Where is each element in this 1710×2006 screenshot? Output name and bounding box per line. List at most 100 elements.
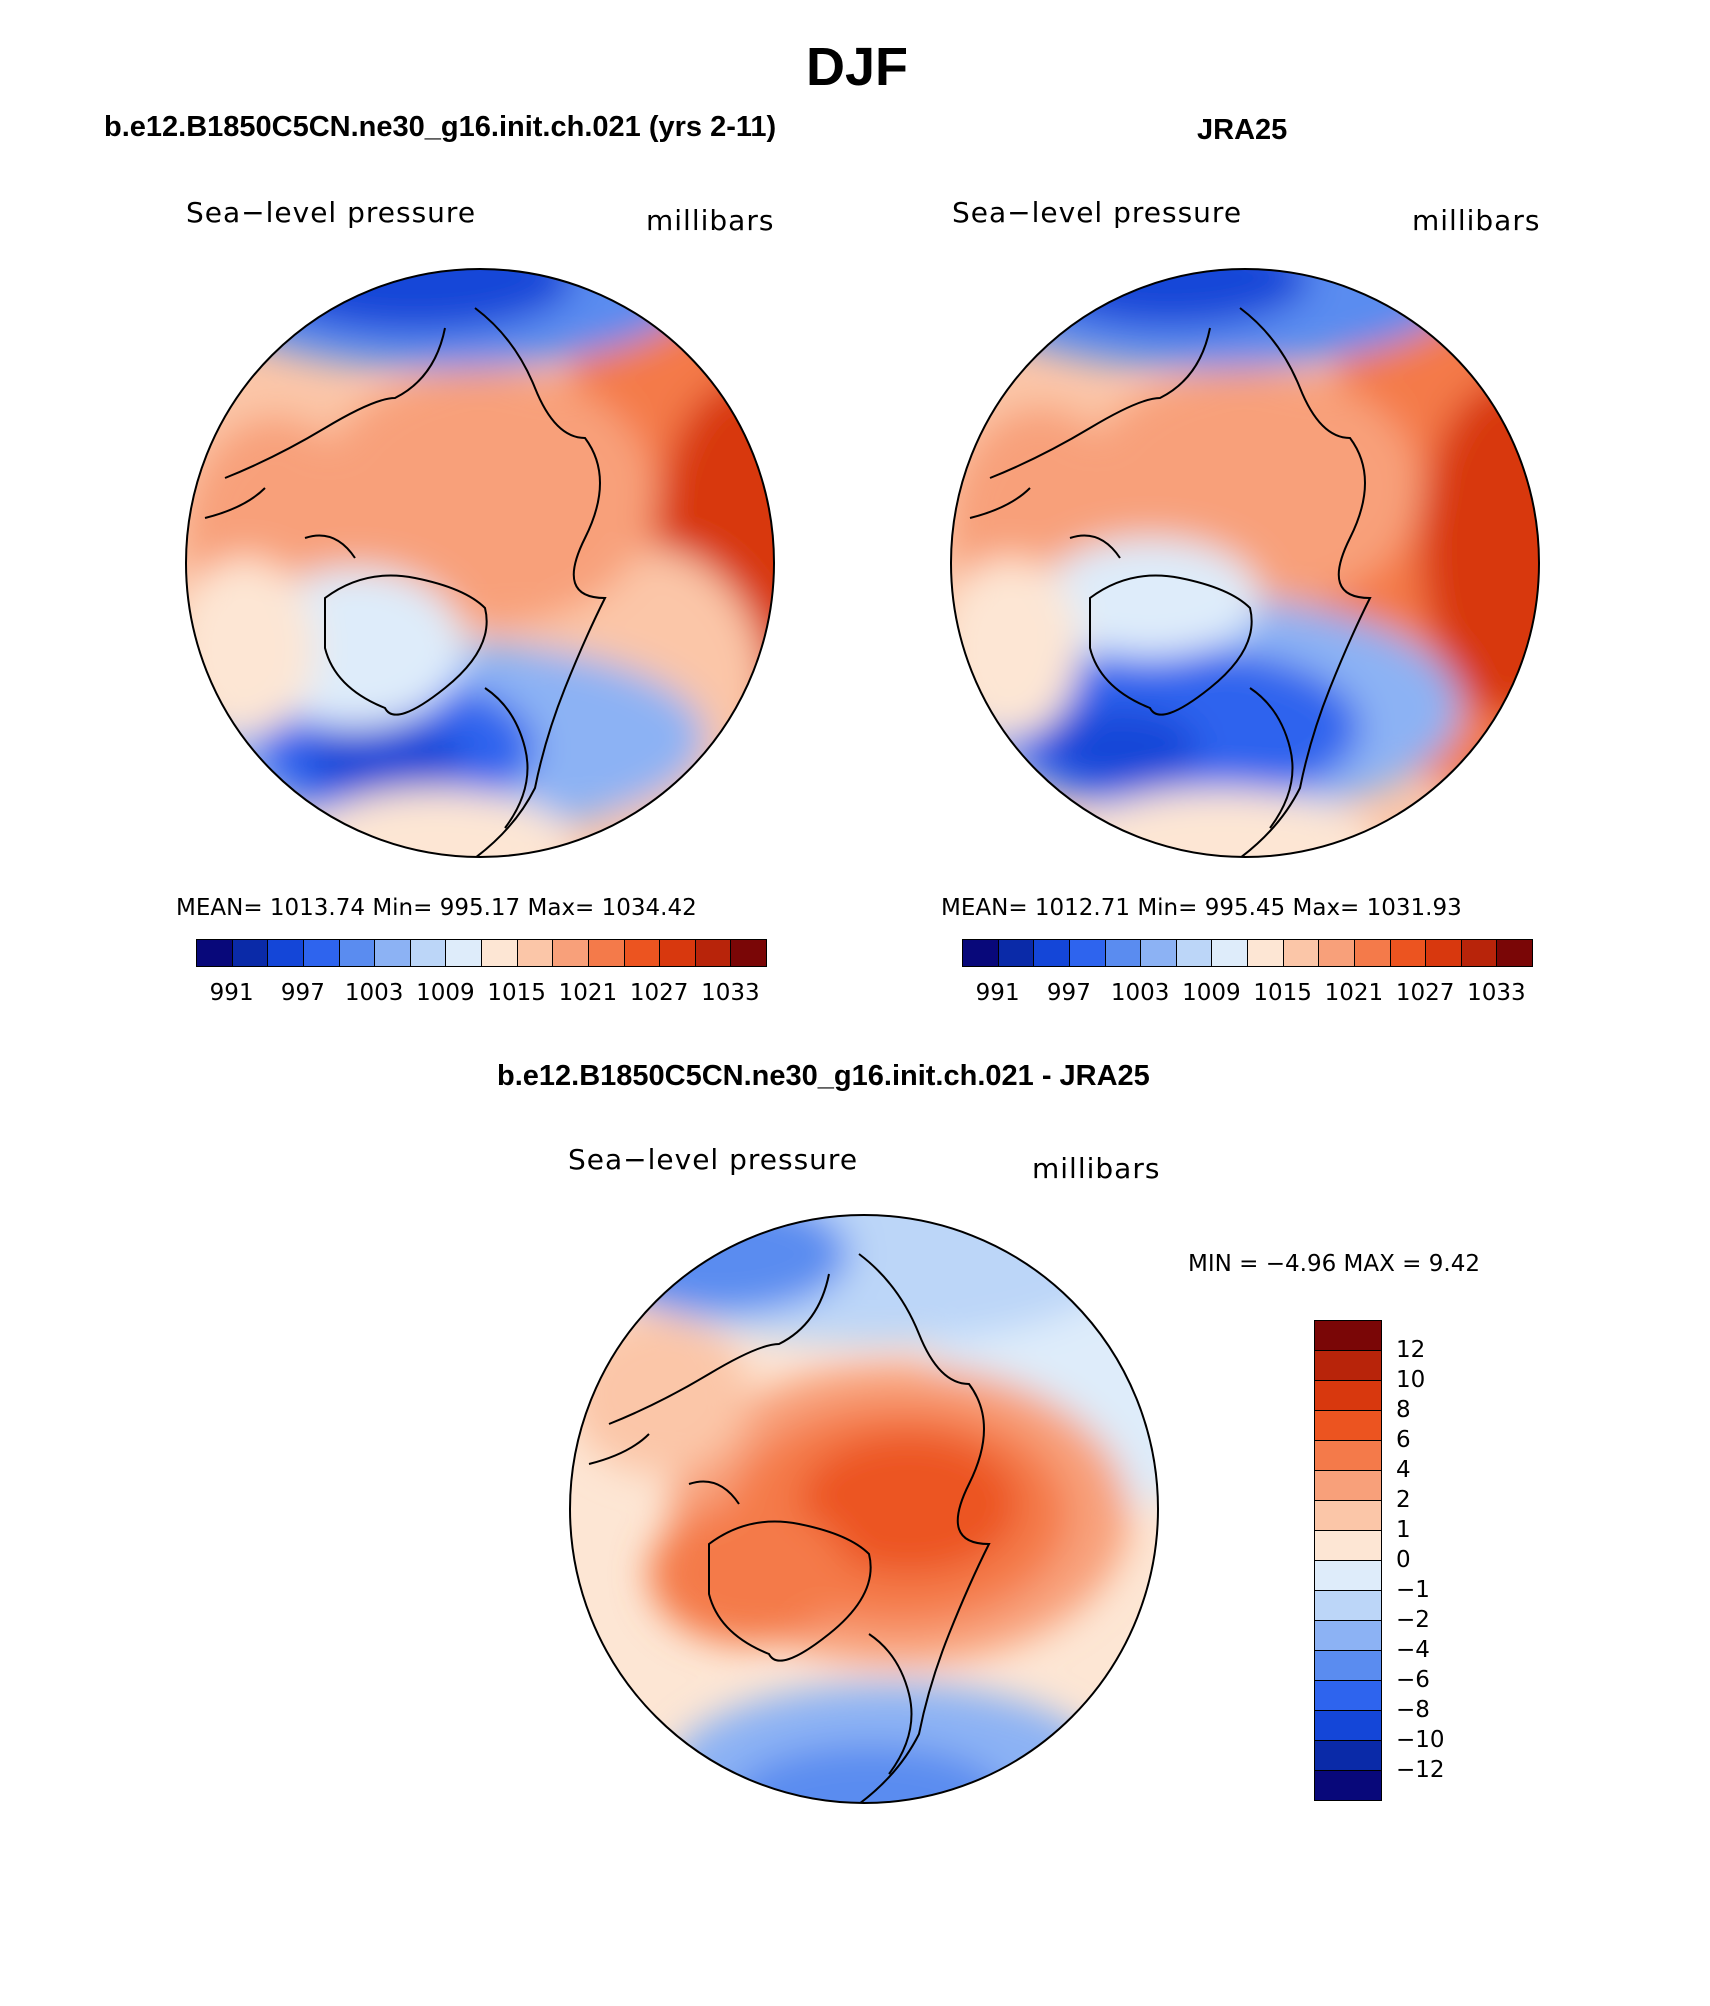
colorbar-cell [1314, 1320, 1382, 1351]
colorbar-tick-label: 2 [1396, 1487, 1411, 1513]
colorbar-cell [1033, 939, 1070, 967]
colorbar-cell [1140, 939, 1177, 967]
panel1-map [185, 268, 775, 858]
colorbar-cell [267, 939, 304, 967]
colorbar-tick-label: 1021 [558, 980, 618, 1006]
colorbar-cell [1104, 939, 1142, 967]
panel1-field-blob [305, 718, 465, 798]
colorbar-cell [1314, 1470, 1382, 1501]
colorbar-cell [552, 939, 589, 967]
colorbar-cell [962, 939, 999, 967]
colorbar-tick-label: −2 [1396, 1607, 1430, 1633]
colorbar-cell [1314, 1530, 1382, 1561]
panel2-field-blob [1040, 538, 1260, 658]
colorbar-tick-label: 1015 [1253, 980, 1312, 1006]
panel3-coastline [588, 1253, 991, 1803]
panel2-coastline [969, 307, 1372, 857]
panel2-variable-label: Sea−level pressure [952, 196, 1243, 229]
colorbar-cell [1460, 939, 1498, 967]
colorbar-cell [1314, 1410, 1382, 1441]
colorbar-tick-label: 1003 [1110, 980, 1170, 1006]
panel2-colorbar [962, 939, 1533, 967]
panel3-field-blob [729, 1744, 1009, 1803]
panel3-map [569, 1214, 1159, 1804]
colorbar-cell [1282, 939, 1320, 967]
colorbar-cell [730, 939, 767, 967]
colorbar-tick-label: 997 [280, 980, 325, 1006]
panel3-variable-label: Sea−level pressure [568, 1143, 859, 1176]
panel1-field-blob [186, 558, 315, 738]
panel1-stats: MEAN= 1013.74 Min= 995.17 Max= 1034.42 [176, 895, 697, 921]
colorbar-cell [516, 939, 554, 967]
colorbar-cell [196, 939, 233, 967]
colorbar-cell [231, 939, 269, 967]
colorbar-tick-label: 1009 [416, 980, 475, 1006]
colorbar-cell [1314, 1590, 1382, 1621]
colorbar-tick-label: 1003 [344, 980, 404, 1006]
panel1-coastline [204, 307, 607, 857]
panel1-units-label: millibars [646, 204, 775, 237]
panel2-field-blob [1060, 788, 1380, 857]
figure-title: DJF [806, 37, 909, 97]
colorbar-tick-label: 1021 [1324, 980, 1384, 1006]
colorbar-tick-label: 0 [1396, 1547, 1411, 1573]
panel1-field-blob [315, 368, 655, 628]
panel2-field-blob [951, 558, 1080, 738]
colorbar-tick-label: 4 [1396, 1457, 1411, 1483]
colorbar-tick-label: 1027 [629, 980, 689, 1006]
colorbar-cell [302, 939, 340, 967]
colorbar-tick-label: −6 [1396, 1667, 1430, 1693]
colorbar-tick-label: −8 [1396, 1697, 1430, 1723]
colorbar-tick-label: 1033 [1467, 980, 1526, 1006]
panel3-stats: MIN = −4.96 MAX = 9.42 [1188, 1251, 1480, 1277]
colorbar-tick-label: 1 [1396, 1517, 1411, 1543]
colorbar-cell [1314, 1500, 1382, 1531]
colorbar-tick-label: 1027 [1395, 980, 1455, 1006]
panel3-units-label: millibars [1032, 1152, 1161, 1185]
panel3-field-blob [649, 1504, 849, 1644]
colorbar-cell [1353, 939, 1391, 967]
colorbar-tick-label: 991 [209, 980, 254, 1006]
colorbar-tick-label: −1 [1396, 1577, 1430, 1603]
panel3-colorbar [1314, 1320, 1382, 1801]
panel2-map [950, 268, 1540, 858]
colorbar-cell [1318, 939, 1355, 967]
colorbar-cell [1314, 1650, 1382, 1681]
panel1-field-blob [255, 269, 575, 333]
colorbar-tick-label: 1015 [487, 980, 546, 1006]
colorbar-cell [587, 939, 625, 967]
colorbar-cell [623, 939, 661, 967]
panel2-title: JRA25 [1197, 114, 1288, 146]
colorbar-cell [409, 939, 447, 967]
colorbar-tick-label: 6 [1396, 1427, 1411, 1453]
colorbar-cell [1211, 939, 1248, 967]
colorbar-tick-label: 997 [1046, 980, 1091, 1006]
colorbar-cell [1314, 1350, 1382, 1381]
panel2-field-blob [1040, 708, 1200, 788]
panel1-colorbar [196, 939, 767, 967]
colorbar-cell [1389, 939, 1427, 967]
colorbar-cell [1314, 1770, 1382, 1801]
colorbar-cell [1314, 1740, 1382, 1771]
colorbar-cell [338, 939, 376, 967]
colorbar-tick-label: −4 [1396, 1637, 1430, 1663]
panel1-colorbar-ticks: 991 997 1003 1009 1015 1021 1027 1033 [196, 980, 766, 1010]
colorbar-cell [1496, 939, 1533, 967]
colorbar-cell [1314, 1680, 1382, 1711]
panel2-colorbar-ticks: 991 997 1003 1009 1015 1021 1027 1033 [962, 980, 1532, 1010]
panel3-field-blob [609, 1215, 1129, 1344]
colorbar-cell [1314, 1620, 1382, 1651]
colorbar-tick-label: 10 [1396, 1367, 1426, 1393]
colorbar-tick-label: 1033 [701, 980, 760, 1006]
colorbar-cell [1247, 939, 1284, 967]
panel1-variable-label: Sea−level pressure [186, 196, 477, 229]
panel2-field-blob [1420, 378, 1539, 718]
colorbar-tick-label: 12 [1396, 1337, 1426, 1363]
colorbar-tick-label: 8 [1396, 1397, 1411, 1423]
colorbar-cell [694, 939, 732, 967]
panel3-colorbar-ticks: 12 10 8 6 4 2 1 0 −1 −2 −4 −6 −8 −10 −12 [1396, 1320, 1476, 1800]
colorbar-cell [445, 939, 482, 967]
colorbar-cell [997, 939, 1035, 967]
colorbar-tick-label: 991 [975, 980, 1020, 1006]
colorbar-cell [374, 939, 411, 967]
